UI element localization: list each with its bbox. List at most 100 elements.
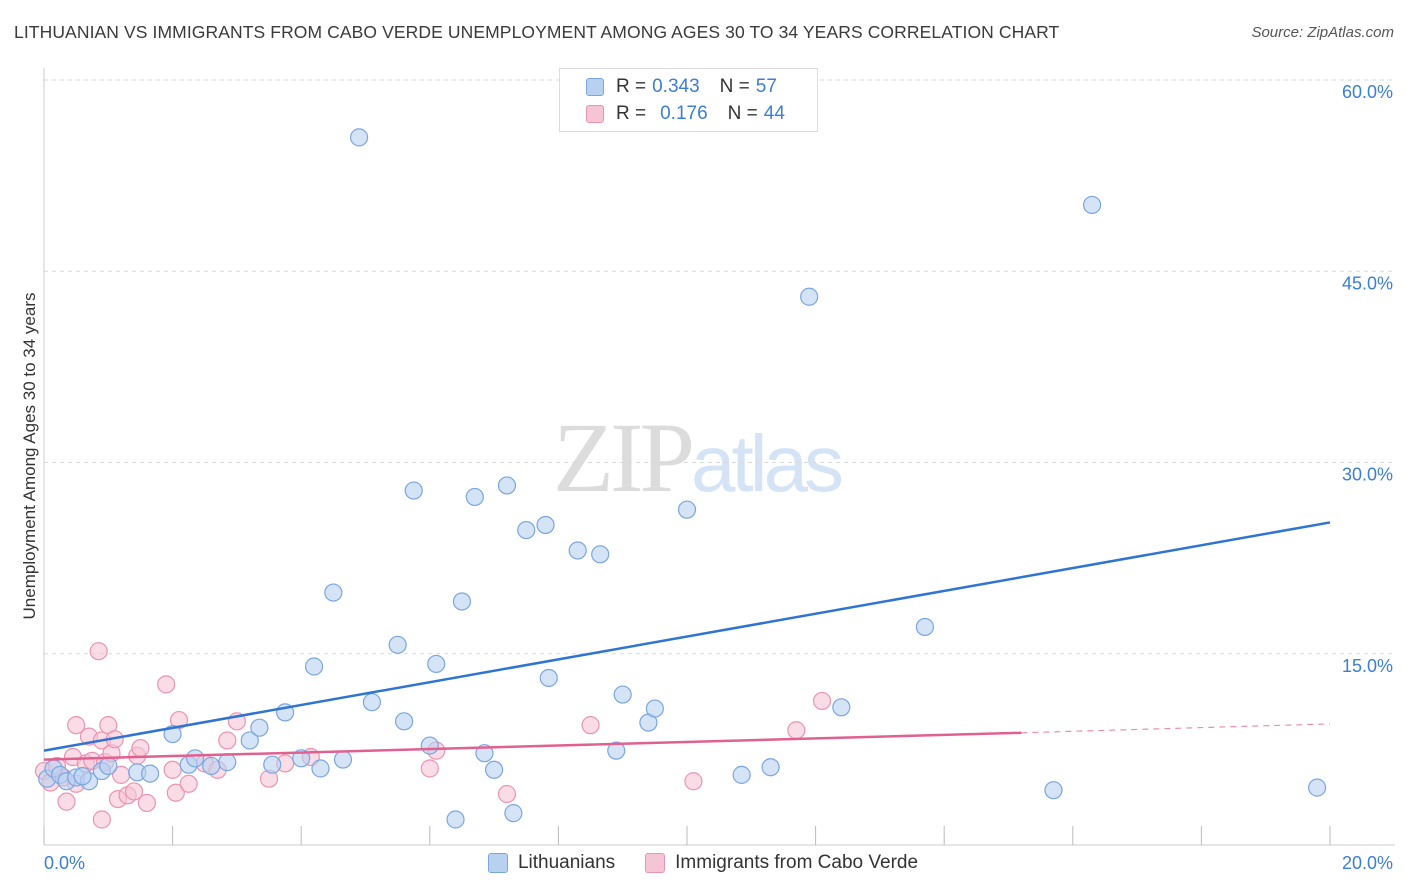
legend-item-cabo-verde: Immigrants from Cabo Verde: [645, 852, 918, 874]
zipatlas-watermark: ZIPatlas: [553, 400, 844, 515]
point-cabo-verde: [124, 782, 144, 801]
point-lithuanians: [73, 767, 92, 786]
point-lithuanians: [677, 500, 697, 519]
legend-r-value: 0.176: [660, 103, 708, 124]
point-cabo-verde: [92, 810, 111, 829]
point-lithuanians: [404, 481, 423, 500]
point-cabo-verde: [812, 691, 832, 711]
legend-swatch-pink: [645, 853, 666, 873]
point-cabo-verde: [131, 738, 150, 758]
point-lithuanians: [539, 668, 558, 688]
legend-r-value: 0.343: [652, 76, 700, 97]
series-legend: Lithuanians Immigrants from Cabo Verde: [0, 852, 1406, 874]
point-lithuanians: [427, 654, 446, 674]
point-lithuanians: [263, 755, 282, 774]
point-lithuanians: [517, 520, 536, 540]
point-lithuanians: [452, 592, 472, 611]
point-lithuanians: [613, 685, 632, 704]
trend-line-cabo-verde-extension: [1021, 723, 1331, 734]
point-lithuanians: [349, 128, 369, 147]
x-tick-label: 0.0%: [44, 853, 85, 873]
legend-label-cabo-verde: Immigrants from Cabo Verde: [675, 852, 919, 873]
y-tick-label: 15.0%: [1342, 656, 1393, 676]
legend-swatch-pink: [586, 105, 604, 123]
point-lithuanians: [536, 515, 555, 535]
tick-labels: 15.0% 30.0% 45.0% 60.0% 0.0% 20.0% Unemploymen…: [20, 82, 1393, 873]
point-lithuanians: [362, 693, 382, 712]
point-lithuanians: [465, 487, 484, 507]
point-cabo-verde: [89, 642, 108, 661]
watermark-atlas: atlas: [691, 419, 844, 508]
legend-row-cabo-verde: R = 0.176 N = 44: [586, 102, 785, 126]
point-lithuanians: [591, 545, 610, 564]
point-lithuanians: [202, 756, 221, 776]
y-tick-label: 30.0%: [1342, 465, 1393, 485]
chart-title: LITHUANIAN VS IMMIGRANTS FROM CABO VERDE…: [14, 22, 1060, 42]
point-cabo-verde: [179, 774, 198, 793]
legend-swatch-blue: [487, 853, 508, 873]
point-lithuanians: [915, 617, 935, 637]
point-lithuanians: [1308, 778, 1327, 797]
point-lithuanians: [324, 583, 343, 602]
legend-n-value: 44: [763, 103, 785, 124]
point-lithuanians: [292, 749, 311, 768]
point-lithuanians: [800, 287, 819, 306]
point-cabo-verde: [420, 759, 439, 778]
trend-line-lithuanians: [43, 521, 1331, 752]
watermark-zip: ZIP: [553, 402, 695, 513]
point-cabo-verde: [166, 783, 185, 802]
point-cabo-verde: [497, 784, 517, 804]
point-lithuanians: [394, 712, 414, 731]
point-cabo-verde: [163, 760, 182, 779]
point-lithuanians: [1082, 195, 1102, 215]
point-lithuanians: [250, 718, 269, 737]
y-axis-label: Unemployment Among Ages 30 to 34 years: [20, 293, 39, 620]
point-lithuanians: [446, 810, 465, 829]
point-lithuanians: [420, 736, 439, 755]
point-cabo-verde: [57, 792, 76, 811]
legend-r-label: R =: [616, 76, 647, 97]
trend-line-cabo-verde: [43, 731, 1022, 761]
point-cabo-verde: [581, 716, 600, 735]
legend-r-label: R =: [616, 103, 647, 124]
legend-row-lithuanians: R = 0.343 N = 57: [586, 75, 777, 99]
legend-swatch-blue: [586, 78, 604, 96]
point-lithuanians: [761, 758, 780, 777]
point-cabo-verde: [787, 721, 806, 740]
y-tick-label: 60.0%: [1342, 82, 1393, 102]
grid-lines: [44, 79, 1395, 655]
trend-lines: [43, 521, 1331, 761]
point-lithuanians: [240, 731, 259, 750]
point-lithuanians: [497, 476, 517, 495]
legend-item-lithuanians: Lithuanians: [487, 852, 616, 874]
points-lithuanians: [38, 128, 1327, 829]
point-lithuanians: [218, 753, 237, 772]
point-lithuanians: [568, 541, 587, 560]
point-lithuanians: [607, 741, 626, 760]
point-cabo-verde: [684, 772, 703, 791]
point-lithuanians: [311, 759, 330, 778]
point-cabo-verde: [137, 793, 156, 813]
point-lithuanians: [140, 764, 160, 783]
legend-n-value: 57: [755, 76, 777, 97]
point-lithuanians: [645, 699, 664, 718]
point-cabo-verde: [218, 731, 237, 750]
source-credit: Source: ZipAtlas.com: [1251, 24, 1394, 41]
point-lithuanians: [485, 760, 504, 779]
legend-n-label: N =: [727, 103, 758, 124]
point-lithuanians: [304, 657, 324, 676]
legend-n-label: N =: [719, 76, 750, 97]
point-lithuanians: [1044, 781, 1063, 800]
point-lithuanians: [186, 749, 205, 768]
legend-label-lithuanians: Lithuanians: [517, 852, 616, 873]
point-cabo-verde: [157, 675, 176, 694]
point-lithuanians: [504, 804, 523, 823]
correlation-legend: R = 0.343 N = 57 R = 0.176 N = 44: [559, 68, 818, 132]
axes: [43, 68, 1395, 846]
point-lithuanians: [732, 765, 751, 784]
point-lithuanians: [832, 698, 851, 717]
point-lithuanians: [388, 635, 407, 654]
x-tick-label: 20.0%: [1342, 853, 1393, 873]
point-lithuanians: [99, 756, 118, 776]
